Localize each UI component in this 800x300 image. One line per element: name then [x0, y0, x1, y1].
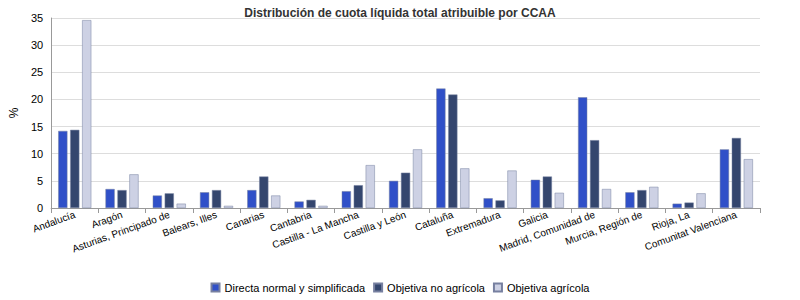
svg-text:Objetiva no agrícola: Objetiva no agrícola — [387, 282, 486, 294]
svg-text:10: 10 — [31, 148, 43, 160]
svg-text:Murcia, Región de: Murcia, Región de — [564, 209, 644, 247]
svg-text:Extremadura: Extremadura — [444, 209, 502, 239]
svg-text:Aragón: Aragón — [89, 208, 124, 231]
svg-text:Cantabria: Cantabria — [268, 208, 313, 234]
svg-text:30: 30 — [31, 39, 43, 51]
svg-text:35: 35 — [31, 12, 43, 24]
svg-text:Objetiva agrícola: Objetiva agrícola — [507, 282, 590, 294]
svg-text:Castilla y León: Castilla y León — [342, 209, 407, 242]
svg-text:Madrid, Comunidad de: Madrid, Comunidad de — [497, 208, 597, 254]
svg-text:Galicia: Galicia — [516, 208, 550, 230]
svg-text:15: 15 — [31, 121, 43, 133]
svg-text:Andalucía: Andalucía — [31, 209, 77, 235]
svg-text:20: 20 — [31, 93, 43, 105]
svg-text:Directa normal y simplificada: Directa normal y simplificada — [225, 282, 366, 294]
svg-text:0: 0 — [37, 202, 43, 214]
svg-text:Distribución de cuota líquida: Distribución de cuota líquida total atri… — [244, 6, 556, 20]
svg-text:25: 25 — [31, 66, 43, 78]
svg-text:Cataluña: Cataluña — [413, 208, 455, 233]
svg-text:Comunitat Valenciana: Comunitat Valenciana — [643, 209, 738, 253]
svg-text:Canarias: Canarias — [224, 209, 265, 233]
svg-text:5: 5 — [37, 175, 43, 187]
svg-text:%: % — [7, 107, 21, 118]
svg-text:Rioja, La: Rioja, La — [650, 208, 691, 233]
svg-text:Balears, Illes: Balears, Illes — [161, 209, 219, 239]
svg-text:Asturias, Principado de: Asturias, Principado de — [71, 209, 172, 255]
svg-text:Castilla - La Mancha: Castilla - La Mancha — [270, 208, 361, 251]
